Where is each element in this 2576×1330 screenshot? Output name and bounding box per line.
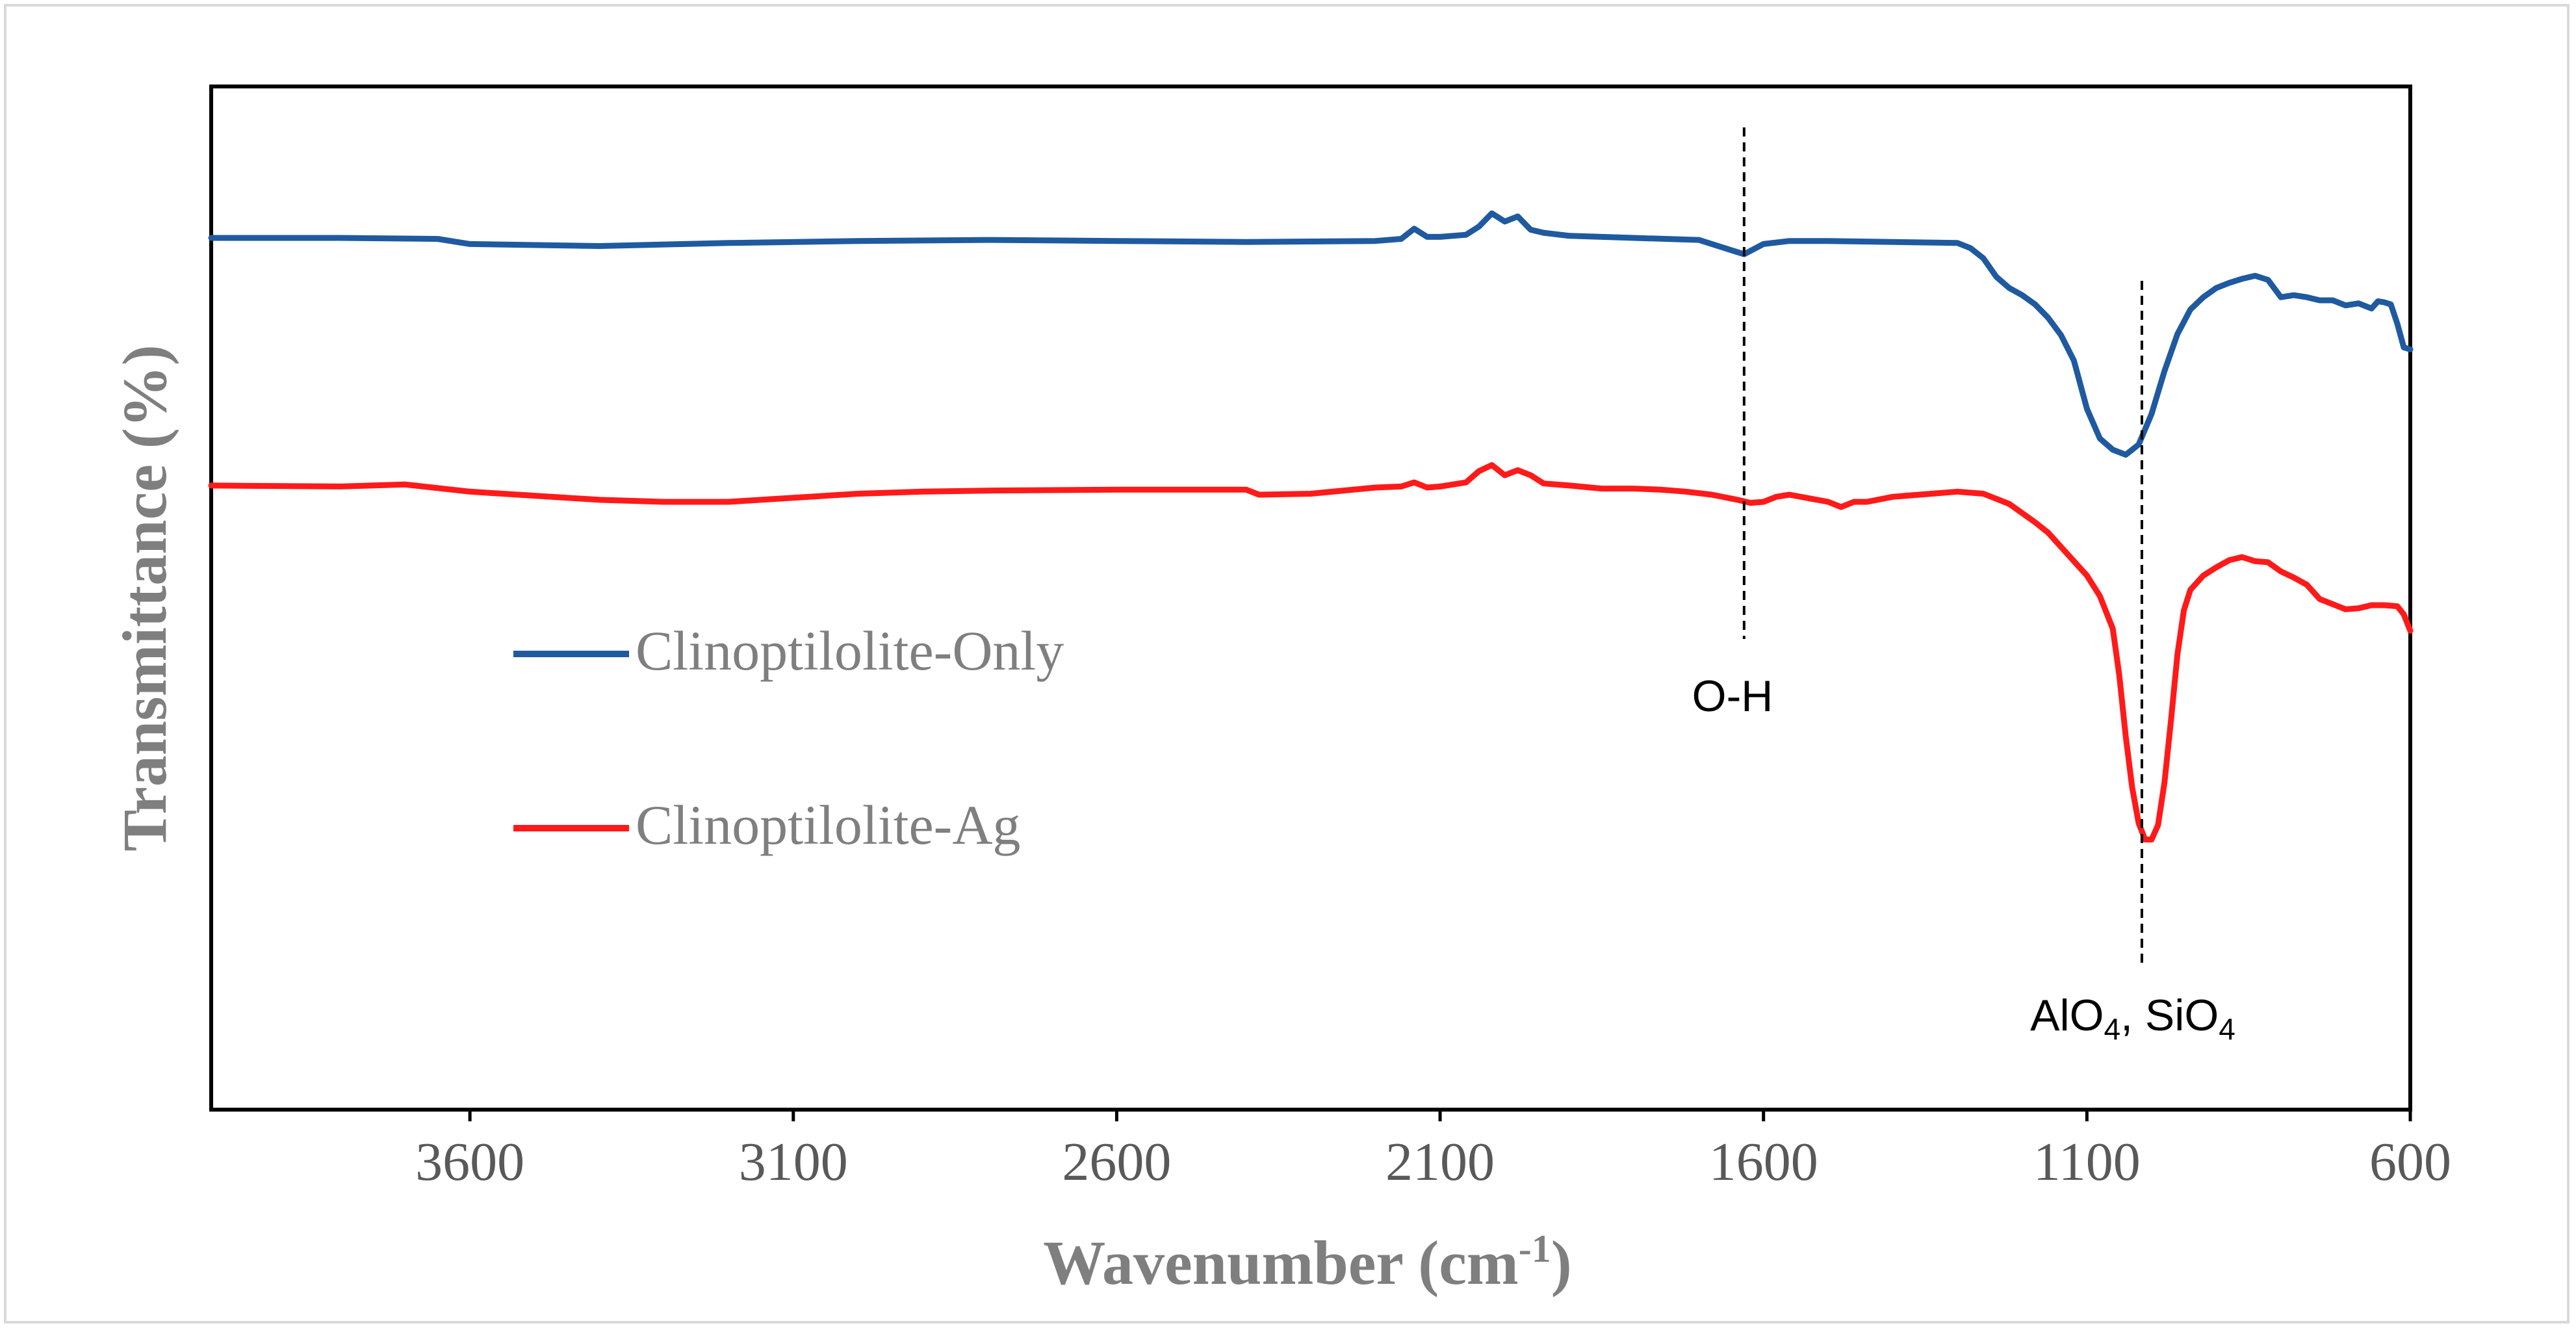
legend-label-clinoptilolite-ag: Clinoptilolite-Ag bbox=[636, 794, 1020, 856]
series-layer bbox=[208, 210, 2414, 842]
annotation-alo4-sub: 4 bbox=[2104, 1012, 2121, 1046]
x-axis-title-sup: -1 bbox=[1519, 1227, 1551, 1270]
legend: Clinoptilolite-Only Clinoptilolite-Ag bbox=[513, 619, 1064, 856]
x-tick-label-2100: 2100 bbox=[1385, 1132, 1495, 1192]
y-axis-title: Transmittance (%) bbox=[110, 345, 179, 851]
annotations-layer bbox=[1742, 127, 2143, 967]
legend-label-clinoptilolite-only: Clinoptilolite-Only bbox=[636, 619, 1064, 682]
x-tick-label-3600: 3600 bbox=[415, 1132, 524, 1192]
annotation-oh-label: O-H bbox=[1692, 672, 1773, 721]
series-line-clinoptilolite-only bbox=[208, 210, 2414, 458]
x-tick-label-1100: 1100 bbox=[2033, 1132, 2141, 1192]
series-line-clinoptilolite-ag bbox=[208, 462, 2414, 842]
x-tick-label-600: 600 bbox=[2369, 1132, 2451, 1192]
x-tick-label-3100: 3100 bbox=[739, 1132, 848, 1192]
x-axis-title-close: ) bbox=[1551, 1228, 1572, 1297]
annotation-sio4-sub: 4 bbox=[2219, 1012, 2235, 1046]
plot-area bbox=[209, 85, 2412, 1112]
annotation-alo4-sio4-label: AlO4, SiO4 bbox=[2030, 991, 2235, 1046]
figure-frame bbox=[4, 4, 2570, 1323]
x-axis-title: Wavenumber (cm-1) bbox=[1043, 1227, 1571, 1297]
x-axis-title-main: Wavenumber (cm bbox=[1043, 1228, 1518, 1297]
annotation-alo4-text: AlO bbox=[2030, 991, 2104, 1040]
x-axis-ticks: 3600 3100 2600 2100 1600 1100 600 bbox=[415, 1110, 2451, 1192]
x-tick-label-2600: 2600 bbox=[1062, 1132, 1171, 1192]
x-tick-label-1600: 1600 bbox=[1709, 1132, 1818, 1192]
annotation-sio4-text: , SiO bbox=[2120, 991, 2219, 1040]
